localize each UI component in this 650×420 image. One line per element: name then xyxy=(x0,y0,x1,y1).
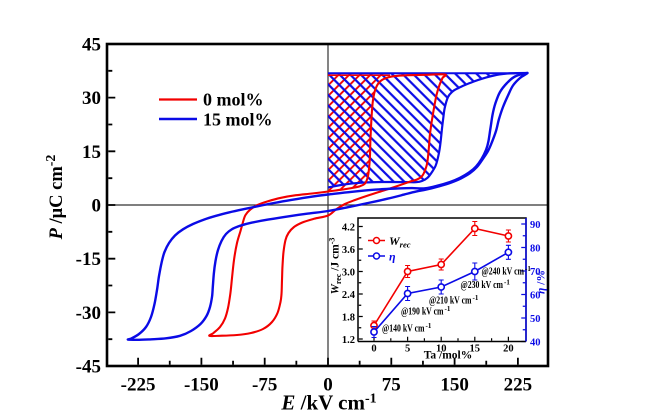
svg-text:90: 90 xyxy=(530,220,541,231)
svg-text:80: 80 xyxy=(530,243,541,254)
svg-text:60: 60 xyxy=(530,290,541,301)
svg-text:20: 20 xyxy=(503,344,514,355)
svg-text:5: 5 xyxy=(405,344,410,355)
svg-text:30: 30 xyxy=(82,88,101,109)
svg-text:4.2: 4.2 xyxy=(342,222,355,233)
svg-text:-15: -15 xyxy=(76,249,101,270)
svg-text:50: 50 xyxy=(530,314,541,325)
svg-text:3.6: 3.6 xyxy=(342,245,355,256)
svg-text:-1: -1 xyxy=(525,265,531,273)
svg-text:E /kV cm-1: E /kV cm-1 xyxy=(280,391,376,415)
svg-text:10: 10 xyxy=(436,344,447,355)
svg-text:-1: -1 xyxy=(426,322,432,330)
svg-text:0: 0 xyxy=(323,375,333,396)
svg-text:-45: -45 xyxy=(76,357,101,378)
svg-text:0: 0 xyxy=(371,344,376,355)
svg-text:P /μC cm-2: P /μC cm-2 xyxy=(44,155,67,241)
svg-text:-150: -150 xyxy=(184,375,219,396)
svg-text:15: 15 xyxy=(82,142,101,163)
svg-text:45: 45 xyxy=(82,34,101,55)
svg-text:@190 kV cm: @190 kV cm xyxy=(401,307,444,318)
svg-text:@240 kV cm: @240 kV cm xyxy=(482,267,525,278)
svg-text:-30: -30 xyxy=(76,303,101,324)
svg-text:-1: -1 xyxy=(473,294,479,302)
svg-text:40: 40 xyxy=(530,337,541,348)
svg-text:η: η xyxy=(389,250,396,264)
svg-text:150: 150 xyxy=(440,375,469,396)
svg-text:-75: -75 xyxy=(252,375,277,396)
svg-text:15 mol%: 15 mol% xyxy=(203,110,273,130)
svg-text:1.8: 1.8 xyxy=(342,312,355,323)
svg-text:-1: -1 xyxy=(445,305,451,313)
svg-text:0 mol%: 0 mol% xyxy=(203,90,264,110)
svg-text:75: 75 xyxy=(382,375,401,396)
svg-text:225: 225 xyxy=(504,375,533,396)
svg-text:Ta /mol%: Ta /mol% xyxy=(424,350,472,362)
svg-text:@230 kV cm: @230 kV cm xyxy=(461,280,504,291)
svg-text:3.0: 3.0 xyxy=(342,267,355,278)
svg-text:70: 70 xyxy=(530,267,541,278)
svg-text:-1: -1 xyxy=(504,279,510,287)
svg-text:1.2: 1.2 xyxy=(342,335,355,346)
svg-text:0: 0 xyxy=(92,196,102,217)
svg-text:η /%: η /% xyxy=(536,270,548,294)
svg-text:Wrec /J cm-3: Wrec /J cm-3 xyxy=(328,238,344,295)
svg-text:2.4: 2.4 xyxy=(342,290,356,301)
svg-text:-225: -225 xyxy=(121,375,156,396)
svg-text:@140 kV cm: @140 kV cm xyxy=(382,324,425,335)
svg-text:@210 kV cm: @210 kV cm xyxy=(429,296,472,307)
svg-text:15: 15 xyxy=(470,344,481,355)
